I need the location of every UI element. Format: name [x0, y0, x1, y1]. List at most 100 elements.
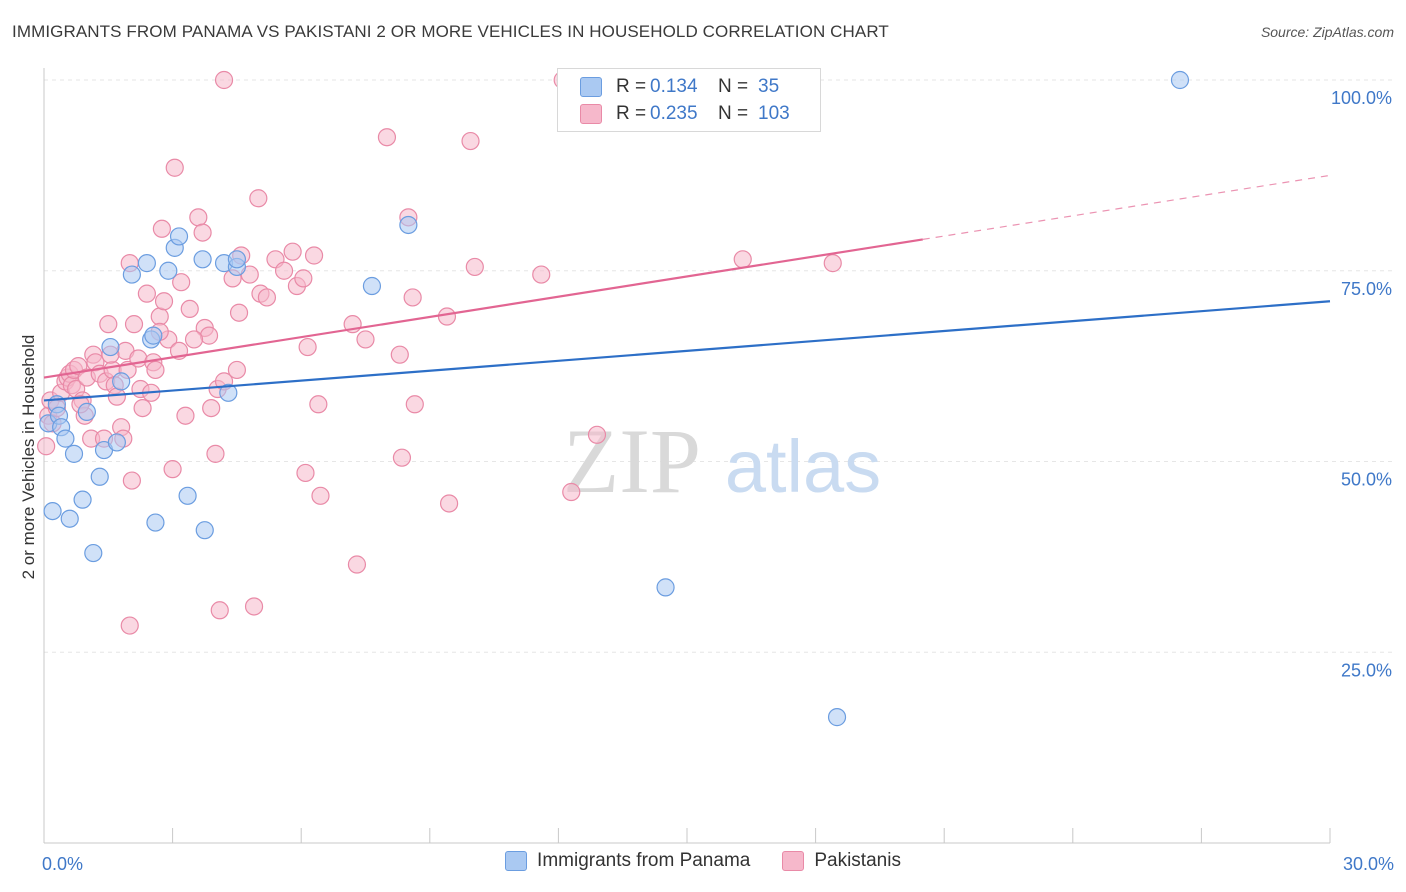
pakistani-point [437, 307, 457, 326]
pakistani-point [227, 360, 246, 380]
tick-label-layer: 25.0% 50.0% 75.0% 100.0% 0.0% 30.0% [42, 88, 1394, 874]
panama-point [193, 250, 212, 269]
y-tick-label: 50.0% [1341, 470, 1392, 490]
pakistani-point [283, 242, 302, 261]
panama-point [64, 444, 84, 463]
pakistani-point [274, 261, 294, 280]
pakistani-point [150, 307, 169, 326]
panama-point [399, 215, 418, 235]
pakistani-point [439, 494, 459, 513]
pakistani-point [107, 387, 126, 406]
watermark-zip: ZIP [563, 410, 701, 512]
y-tick-label: 25.0% [1341, 660, 1392, 680]
pakistani-point [199, 326, 219, 345]
pakistani-point [206, 444, 225, 463]
panama-point [178, 486, 197, 505]
y-tick-label: 75.0% [1341, 279, 1392, 299]
pakistani-point [587, 425, 607, 444]
pakistani-point [146, 360, 165, 380]
trend-line-panama [43, 300, 1331, 402]
correlation-legend: R = 0.134 N = 35 R = 0.235 N = 103 [557, 68, 821, 132]
pakistani-point [120, 616, 139, 635]
pakistani-point [244, 597, 264, 616]
pakistanis-swatch [782, 851, 805, 871]
points-layer [37, 70, 1190, 727]
grid-layer [44, 79, 1392, 653]
r-value: 0.235 [650, 103, 698, 124]
pakistani-point [309, 395, 328, 414]
pakistani-point [249, 189, 268, 208]
pakistani-point [405, 395, 424, 414]
panama-point [60, 509, 79, 528]
pakistani-point [152, 219, 171, 238]
watermark: ZIP atlas [563, 410, 881, 512]
r-label: R = [616, 103, 647, 124]
trend-line-pakistanis [43, 238, 923, 379]
pakistani-point [214, 70, 234, 90]
trend-line-pakistanis-dashed [922, 174, 1331, 240]
panama-point [1170, 70, 1190, 90]
pakistanis-swatch [580, 104, 602, 124]
pakistani-point [202, 398, 221, 418]
panama-point [90, 467, 109, 486]
legend-item-panama[interactable]: Immigrants from Panama [505, 850, 750, 872]
n-value: 35 [758, 76, 780, 97]
pakistani-point [229, 303, 249, 322]
n-value: 103 [758, 103, 790, 124]
panama-point [43, 501, 62, 521]
pakistani-point [184, 330, 204, 349]
pakistani-point [189, 208, 208, 227]
chart-title: IMMIGRANTS FROM PANAMA VS PAKISTANI 2 OR… [12, 22, 889, 41]
legend-item-pakistanis[interactable]: Pakistanis [782, 850, 901, 872]
panama-point [146, 513, 165, 532]
panama-point [195, 521, 214, 540]
pakistani-point [163, 460, 182, 479]
legend-row-panama: R = 0.134 N = 35 [580, 74, 798, 100]
panama-point [73, 490, 92, 509]
pakistani-point [137, 284, 156, 303]
pakistani-point [356, 330, 375, 349]
legend-label-panama: Immigrants from Panama [537, 850, 751, 871]
pakistani-point [124, 315, 144, 334]
r-label: R = [616, 76, 647, 97]
pakistani-point [562, 482, 581, 502]
pakistani-point [311, 486, 330, 505]
legend-row-pakistanis: R = 0.235 N = 103 [580, 101, 798, 127]
pakistani-point [298, 337, 317, 357]
source-label: Source: ZipAtlas.com [1260, 24, 1394, 40]
pakistani-point [257, 288, 277, 307]
pakistani-point [154, 292, 174, 311]
pakistani-point [193, 223, 212, 242]
watermark-atlas: atlas [725, 425, 881, 508]
pakistani-point [37, 437, 56, 456]
pakistani-point [296, 463, 315, 483]
pakistani-point [403, 288, 422, 307]
pakistani-point [733, 250, 752, 269]
pakistani-point [165, 158, 184, 177]
panama-point [77, 402, 96, 422]
panama-point [137, 254, 156, 273]
panama-point [101, 337, 120, 357]
n-label: N = [718, 103, 749, 124]
panama-point [84, 543, 103, 563]
pakistani-point [390, 345, 409, 364]
panama-point [827, 708, 847, 727]
trend-layer [43, 174, 1331, 402]
panama-point [56, 429, 75, 448]
panama-point [227, 250, 246, 269]
pakistani-point [294, 269, 313, 288]
pakistani-point [532, 265, 551, 284]
panama-point [144, 326, 163, 345]
pakistani-point [304, 246, 324, 265]
pakistani-point [133, 398, 152, 418]
panama-point [112, 372, 131, 391]
panama-point [159, 261, 178, 280]
panama-swatch [580, 77, 602, 97]
pakistani-point [392, 448, 412, 467]
x-tick-label: 30.0% [1343, 854, 1394, 874]
legend-label-pakistanis: Pakistanis [814, 850, 901, 871]
panama-point [656, 578, 675, 597]
panama-swatch [505, 851, 528, 871]
panama-point [362, 276, 382, 296]
